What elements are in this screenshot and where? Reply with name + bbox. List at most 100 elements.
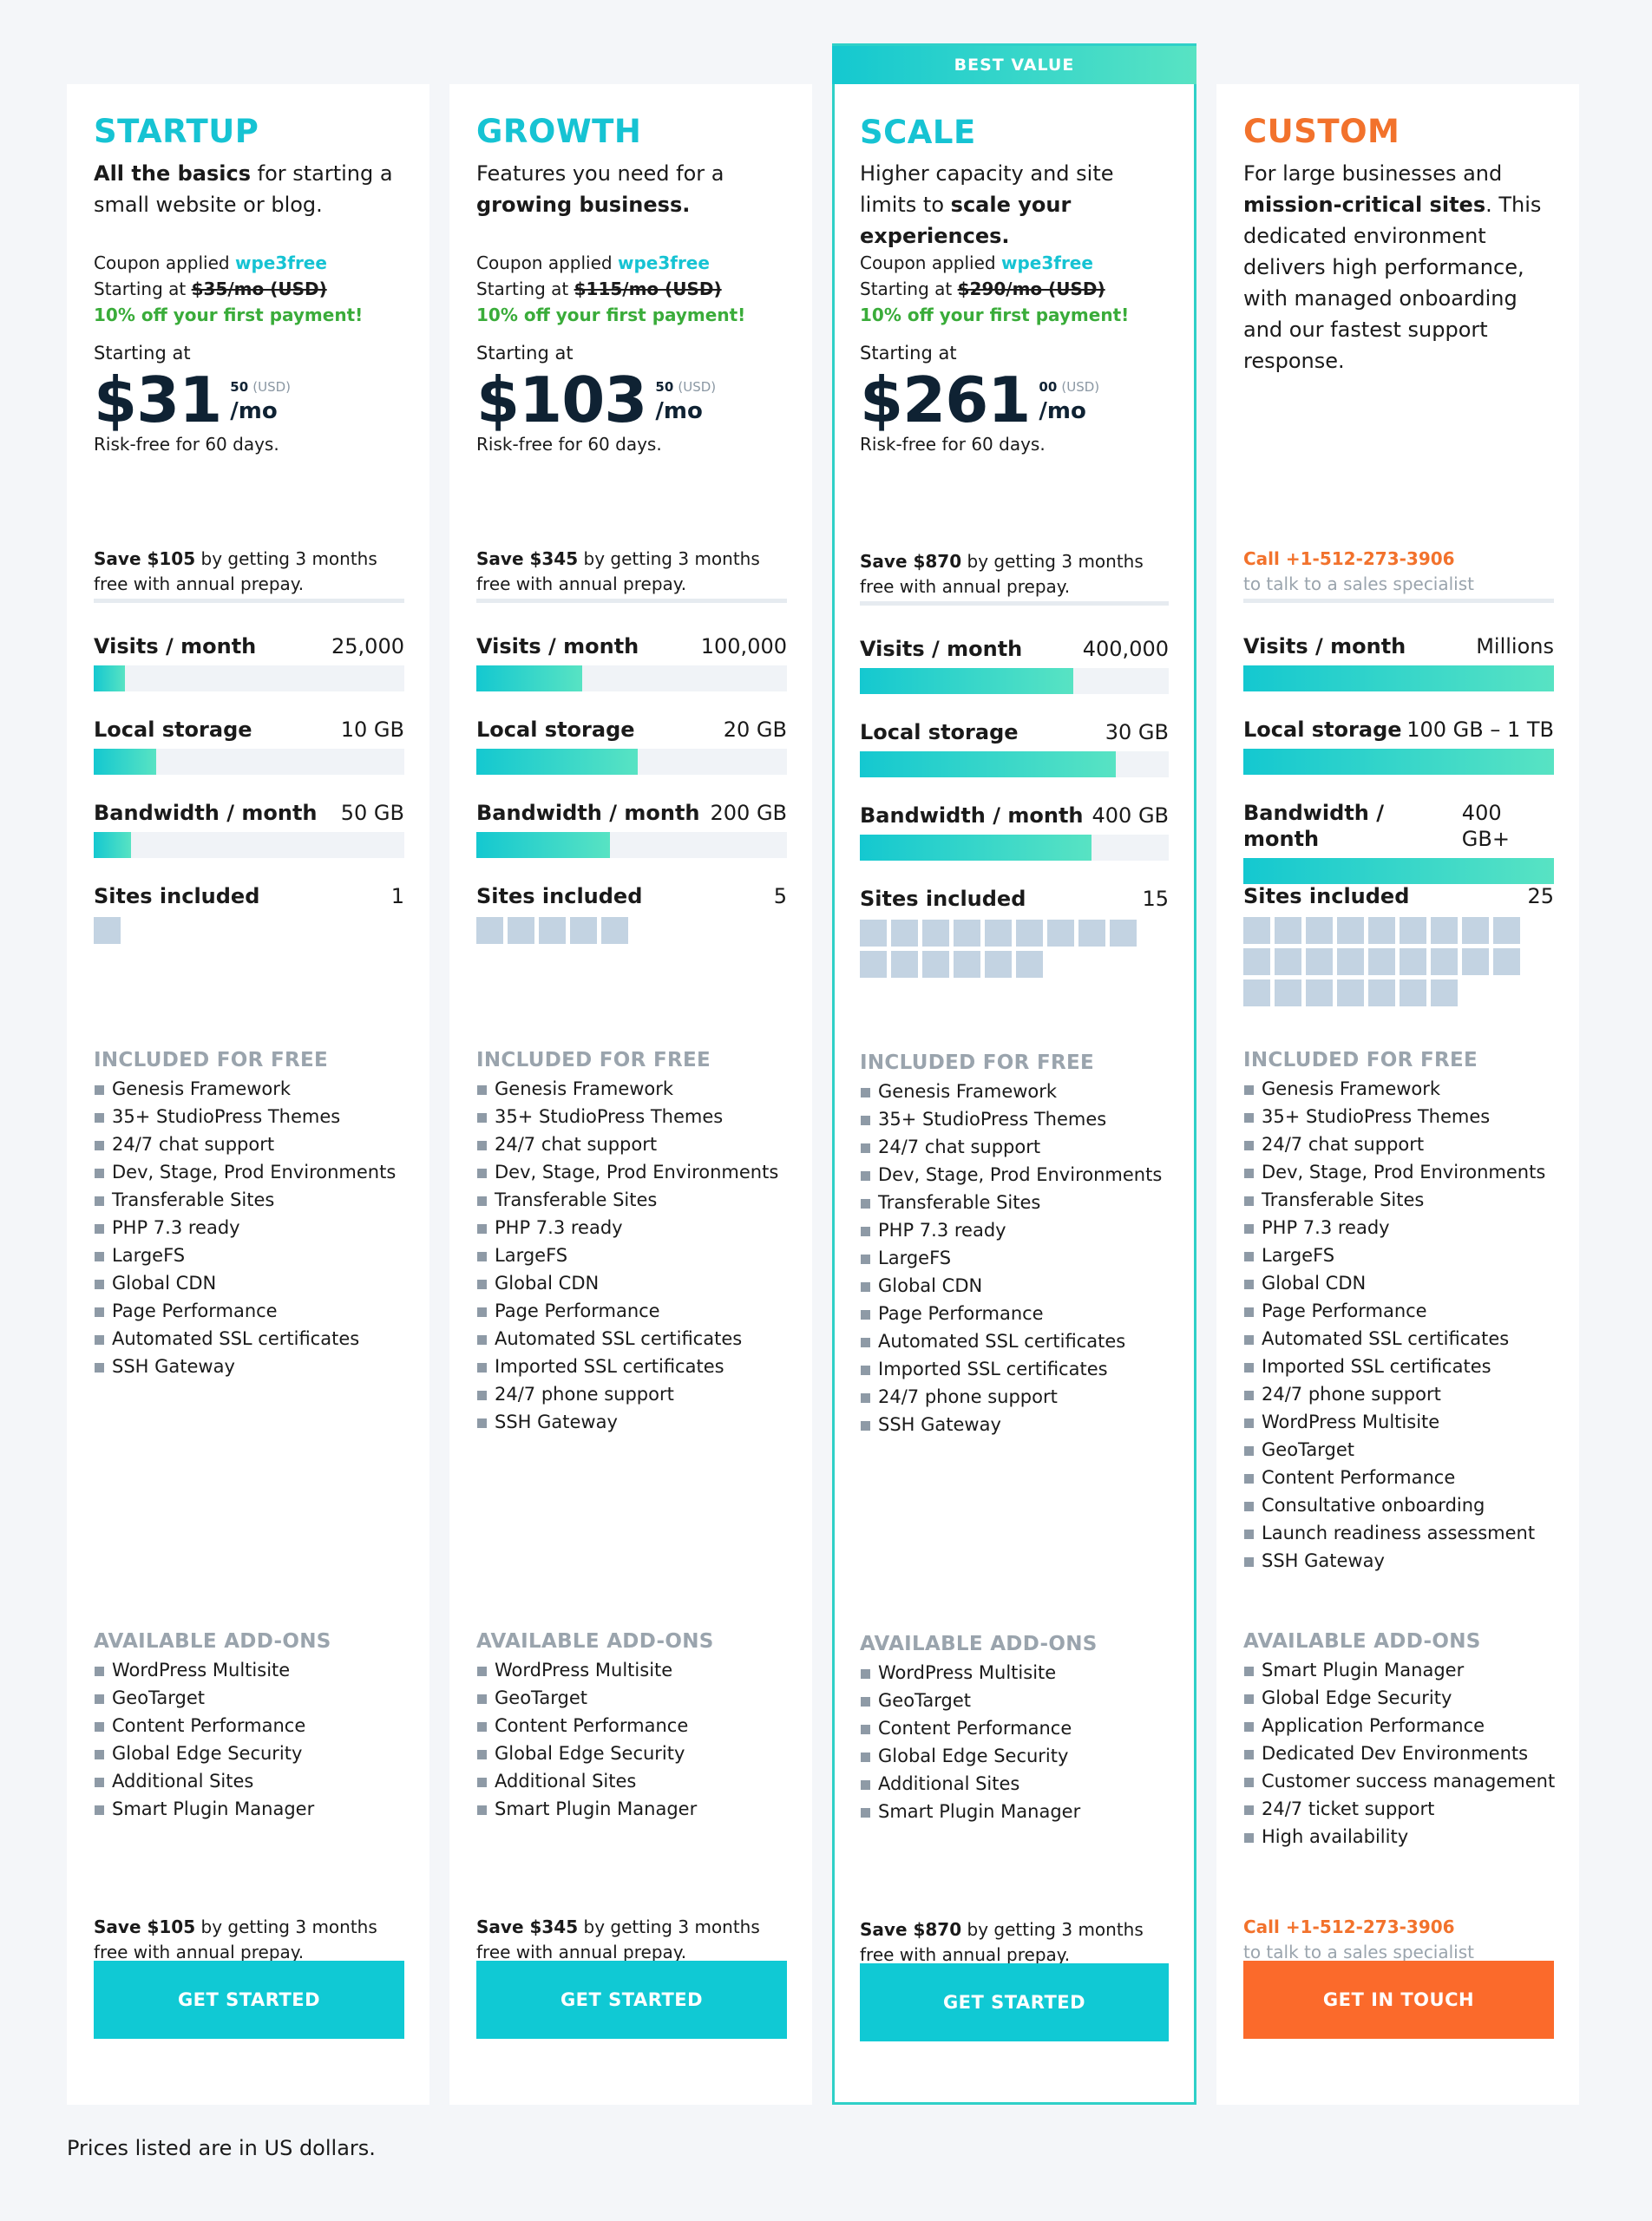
metric-label: Bandwidth / month (476, 801, 700, 825)
feature-item: Page Performance (1243, 1297, 1562, 1325)
feature-item: Content Performance (1243, 1464, 1562, 1491)
metric-bar-fill (1243, 665, 1554, 691)
feature-item: PHP 7.3 ready (1243, 1214, 1562, 1242)
feature-item: Transferable Sites (1243, 1186, 1562, 1214)
feature-item: Global CDN (476, 1269, 795, 1297)
storage-metric: Local storage 100 GB – 1 TB (1243, 717, 1554, 775)
metric-bar-fill (94, 832, 131, 858)
feature-item: Global CDN (860, 1272, 1177, 1300)
metric-bar (860, 835, 1169, 861)
feature-item: Smart Plugin Manager (860, 1798, 1177, 1825)
site-square (1110, 920, 1137, 947)
annual-savings-text: Save $345 by getting 3 months free with … (476, 548, 760, 594)
get-in-touch-button[interactable]: GET IN TOUCH (1243, 1961, 1554, 2039)
plan-tagline: Features you need for a growing business… (476, 161, 724, 217)
sales-subtext: to talk to a sales specialist (1243, 573, 1474, 594)
sites-metric: Sites included 5 (476, 883, 787, 944)
feature-item: 24/7 chat support (94, 1130, 412, 1158)
feature-item: GeoTarget (476, 1684, 795, 1712)
metric-label: Visits / month (94, 634, 257, 658)
sales-phone-link[interactable]: Call +1-512-273-3906 (1243, 1916, 1455, 1937)
metric-bar (476, 749, 787, 775)
storage-metric: Local storage 30 GB (860, 719, 1169, 777)
old-price: $290/mo (USD) (957, 278, 1105, 299)
feature-item: Application Performance (1243, 1712, 1562, 1739)
feature-item: WordPress Multisite (94, 1656, 412, 1684)
site-square (985, 951, 1012, 978)
site-square (1337, 917, 1364, 944)
feature-list: Genesis Framework 35+ StudioPress Themes 2… (94, 1075, 412, 1380)
get-started-button[interactable]: GET STARTED (860, 1963, 1169, 2041)
section-title: INCLUDED FOR FREE (476, 1049, 711, 1071)
metric-value: 200 GB (710, 801, 788, 825)
feature-item: Automated SSL certificates (476, 1325, 795, 1353)
pricing-plans: STARTUP All the basics for starting a sm… (67, 43, 1580, 2105)
get-started-button[interactable]: GET STARTED (476, 1961, 787, 2039)
site-square (1431, 948, 1458, 975)
sales-phone-link[interactable]: Call +1-512-273-3906 (1243, 548, 1455, 569)
included-features: INCLUDED FOR FREE Genesis Framework 35+ St… (860, 1050, 1177, 1438)
metric-value: 100 GB – 1 TB (1406, 717, 1554, 742)
feature-item: Genesis Framework (860, 1078, 1177, 1105)
feature-item: Transferable Sites (860, 1189, 1177, 1216)
annual-savings-text-bottom: Call +1-512-273-3906 to talk to a sales s… (1243, 1915, 1554, 1965)
feature-list: Genesis Framework 35+ StudioPress Themes 2… (1243, 1075, 1562, 1575)
metric-label: Local storage (1243, 717, 1402, 742)
site-square (860, 920, 887, 947)
visits-metric: Visits / month 400,000 (860, 636, 1169, 694)
get-started-button[interactable]: GET STARTED (94, 1961, 404, 2039)
metric-bar-fill (476, 749, 639, 775)
bandwidth-metric: Bandwidth / month 50 GB (94, 800, 404, 858)
plan-price: $261 00 (USD)/mo (860, 364, 1100, 436)
metric-value: 15 (1142, 887, 1169, 911)
metric-label: Local storage (476, 717, 635, 742)
feature-list: Smart Plugin Manager Global Edge Security… (1243, 1656, 1562, 1851)
feature-item: Launch readiness assessment (1243, 1519, 1562, 1547)
site-square (1243, 948, 1270, 975)
feature-item: Global CDN (94, 1269, 412, 1297)
coupon-info: Coupon applied wpe3free Starting at $35/… (94, 250, 404, 328)
feature-item: GeoTarget (1243, 1436, 1562, 1464)
metric-value: 20 GB (723, 717, 787, 742)
metric-label: Bandwidth / month (1243, 801, 1385, 851)
site-square (1462, 917, 1489, 944)
feature-item: Genesis Framework (476, 1075, 795, 1103)
feature-item: Customer success management (1243, 1767, 1562, 1795)
plan-name: GROWTH (476, 113, 642, 150)
included-features: INCLUDED FOR FREE Genesis Framework 35+ St… (476, 1047, 795, 1436)
section-title: INCLUDED FOR FREE (94, 1049, 329, 1071)
feature-list: WordPress Multisite GeoTarget Content Perf… (94, 1656, 412, 1823)
section-divider (1243, 599, 1554, 603)
annual-savings-text-bottom: Save $870 by getting 3 months free with … (860, 1919, 1144, 1965)
bandwidth-metric: Bandwidth / month 400 GB+ (1243, 800, 1554, 884)
plan-name: CUSTOM (1243, 113, 1400, 150)
feature-item: High availability (1243, 1823, 1562, 1851)
site-squares (94, 917, 371, 944)
metric-label: Local storage (860, 720, 1019, 744)
site-square (1306, 979, 1333, 1006)
annual-savings-text: Call +1-512-273-3906 to talk to a sales s… (1243, 547, 1554, 597)
site-square (601, 917, 628, 944)
metric-label: Sites included (860, 887, 1026, 911)
feature-item: Dev, Stage, Prod Environments (94, 1158, 412, 1186)
old-price: $35/mo (USD) (191, 278, 327, 299)
plan-tagline: Higher capacity and site limits to scale… (860, 161, 1114, 248)
metric-bar (94, 832, 404, 858)
feature-item: WordPress Multisite (476, 1656, 795, 1684)
feature-item: Content Performance (860, 1714, 1177, 1742)
bandwidth-metric: Bandwidth / month 400 GB (860, 803, 1169, 861)
site-square (954, 951, 980, 978)
metric-bar-fill (860, 668, 1073, 694)
feature-item: Imported SSL certificates (476, 1353, 795, 1380)
feature-item: Imported SSL certificates (860, 1355, 1177, 1383)
discount-text: 10% off your first payment! (476, 305, 746, 325)
plan-card-custom: CUSTOM For large businesses and mission-… (1216, 84, 1579, 2105)
feature-item: 35+ StudioPress Themes (476, 1103, 795, 1130)
site-square (1337, 979, 1364, 1006)
site-square (1400, 979, 1426, 1006)
feature-item: PHP 7.3 ready (860, 1216, 1177, 1244)
feature-item: GeoTarget (94, 1684, 412, 1712)
feature-item: LargeFS (860, 1244, 1177, 1272)
site-square (1016, 920, 1043, 947)
site-square (1078, 920, 1105, 947)
